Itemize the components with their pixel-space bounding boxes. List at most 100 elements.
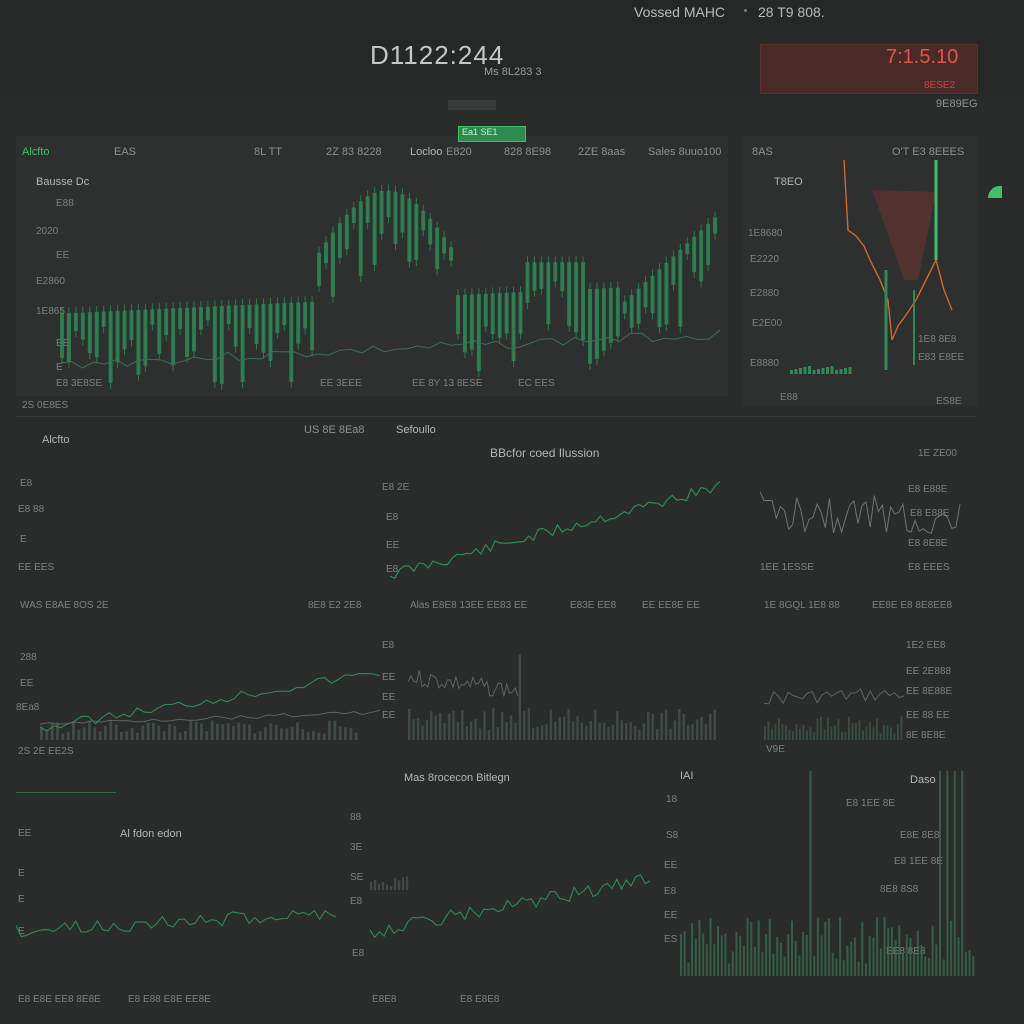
footer-label: E8E8 — [372, 994, 397, 1005]
volume-bar — [842, 960, 845, 976]
candle-body — [303, 302, 308, 329]
volume-bar — [794, 369, 798, 374]
volume-bar — [791, 920, 793, 976]
y-tick: SE — [350, 872, 364, 883]
y-tick: S8 — [666, 830, 679, 841]
candle-body — [650, 275, 655, 314]
y-tick: E8 E88E — [908, 484, 948, 495]
volume-bar — [953, 770, 956, 976]
candle-body — [101, 311, 106, 328]
volume-bar — [518, 654, 522, 740]
volume-bar — [909, 937, 912, 976]
volume-bar — [602, 722, 606, 740]
candle-body — [435, 227, 440, 270]
pie-chart-icon[interactable] — [986, 184, 1004, 198]
side-y-tick: E8880 — [750, 358, 779, 369]
volume-bar — [120, 731, 123, 740]
row3-label: Alas E8E8 13EE EE83 EE — [410, 600, 528, 611]
volume-bar — [237, 722, 241, 740]
volume-bar — [893, 733, 896, 740]
price-zone-shape — [872, 190, 936, 280]
candle-body — [469, 294, 474, 350]
volume-bar — [523, 711, 526, 740]
volume-bar — [545, 723, 548, 740]
volume-bar — [673, 720, 677, 740]
volume-bar — [567, 708, 570, 740]
volume-bar — [694, 939, 697, 976]
growth-line-chart — [389, 480, 721, 579]
volume-bar — [651, 713, 654, 740]
volume-bar — [705, 944, 708, 976]
volume-bar — [768, 919, 771, 976]
volume-bar — [946, 770, 949, 976]
volume-bar — [869, 722, 871, 740]
candle-body — [476, 294, 481, 371]
volume-bar — [900, 716, 903, 740]
volume-bar — [274, 724, 278, 740]
volume-bar — [835, 370, 838, 374]
candle-body — [456, 295, 460, 334]
top-label: Locloo — [410, 146, 443, 158]
volume-bar — [656, 728, 659, 740]
row4-left-label: Al fdon edon — [120, 828, 182, 840]
volume-bar — [827, 717, 829, 740]
volume-bar — [338, 726, 342, 740]
volume-bar — [687, 962, 690, 976]
volume-bar — [916, 930, 919, 976]
volume-bar — [456, 722, 460, 740]
volume-bar — [809, 727, 812, 740]
candle-body — [699, 230, 704, 282]
volume-bar — [264, 727, 267, 740]
tab-alcfto[interactable]: Alcfto — [22, 146, 50, 158]
volume-bar — [717, 926, 719, 976]
volume-bar — [554, 721, 557, 740]
volume-bar — [370, 881, 373, 890]
volume-bar — [924, 956, 927, 976]
volume-bar — [876, 718, 878, 740]
candle-body — [66, 313, 71, 363]
volume-bar — [98, 731, 102, 740]
candle-body — [233, 305, 238, 347]
volume-bar — [66, 731, 70, 740]
volume-bar — [487, 729, 491, 740]
small-volume-chart — [763, 688, 905, 740]
active-tab[interactable] — [458, 126, 526, 142]
row4-right-label: E8E 8E8 — [900, 830, 940, 841]
alert-subtitle: 8ESE2 — [924, 80, 956, 91]
candle-body — [497, 293, 502, 338]
volume-bar — [739, 935, 742, 976]
volume-bar — [540, 725, 544, 740]
volume-bar — [813, 956, 816, 976]
volume-bar — [790, 370, 793, 374]
volume-bar — [290, 726, 294, 740]
volume-bar — [939, 770, 941, 976]
y-tick: EE — [56, 250, 70, 261]
candle-body — [261, 304, 266, 353]
y-tick: 18 — [666, 794, 678, 805]
candle-body — [539, 262, 544, 289]
moving-average-line — [59, 329, 721, 369]
row3-right-footer: V9E — [766, 744, 785, 755]
volume-bar — [157, 725, 161, 740]
volume-bar — [109, 720, 113, 740]
y-tick: 3E — [350, 842, 363, 853]
volume-bar — [221, 724, 225, 740]
row3-label: EE EE8E EE — [642, 600, 700, 611]
volume-bar — [205, 731, 209, 740]
volume-bar — [935, 944, 938, 976]
volatility-line — [759, 491, 961, 535]
y-tick: E2860 — [36, 276, 65, 287]
volume-bar — [189, 720, 193, 740]
volume-bar — [200, 723, 203, 740]
candle-body — [678, 249, 683, 327]
volume-bar — [802, 932, 805, 976]
rising-line-chart — [369, 874, 651, 939]
candle-body — [622, 301, 627, 314]
volume-bar — [374, 879, 377, 890]
volume-bar — [660, 713, 663, 740]
alert-panel[interactable] — [760, 44, 978, 94]
volume-bar — [93, 727, 97, 740]
volume-bar — [194, 721, 198, 740]
candle-body — [379, 190, 384, 234]
volume-bar — [830, 366, 834, 374]
